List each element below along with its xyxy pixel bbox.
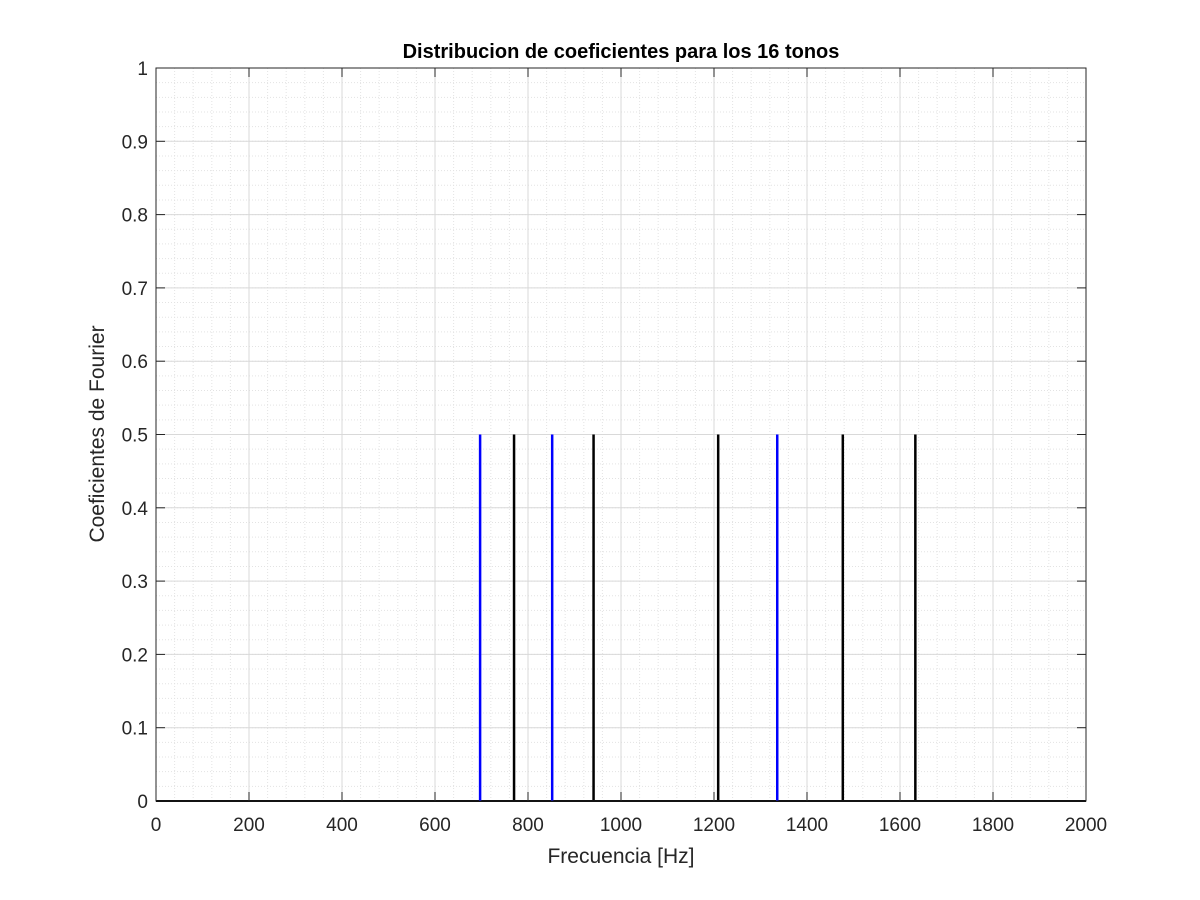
y-tick-label: 0.5	[122, 426, 148, 447]
x-tick-label: 400	[326, 815, 358, 836]
chart-title: Distribucion de coeficientes para los 16…	[403, 41, 840, 63]
y-tick-label: 0.2	[122, 645, 148, 666]
x-tick-label: 1600	[879, 815, 921, 836]
y-tick-label: 0.3	[122, 572, 148, 593]
x-tick-label: 1800	[972, 815, 1014, 836]
y-tick-label: 0.7	[122, 279, 148, 300]
y-tick-label: 0.4	[122, 499, 149, 520]
y-tick-label: 1	[137, 59, 148, 80]
x-tick-labels: 0 200 400 600 800 1000 1200 1400 1600 1800 2000	[151, 815, 1107, 836]
y-tick-label: 0.8	[122, 206, 148, 227]
x-axis-label: Frecuencia [Hz]	[547, 845, 694, 868]
x-tick-label: 200	[233, 815, 265, 836]
y-tick-label: 0.1	[122, 719, 148, 740]
y-axis-label: Coeficientes de Fourier	[86, 325, 109, 542]
x-tick-label: 2000	[1065, 815, 1107, 836]
x-tick-label: 800	[512, 815, 544, 836]
x-tick-label: 1000	[600, 815, 642, 836]
y-tick-label: 0	[137, 792, 148, 813]
y-tick-labels: 0 0.1 0.2 0.3 0.4 0.5 0.6 0.7 0.8 0.9 1	[122, 59, 149, 813]
x-tick-label: 600	[419, 815, 451, 836]
x-tick-label: 1200	[693, 815, 735, 836]
y-tick-label: 0.9	[122, 132, 148, 153]
x-tick-label: 0	[151, 815, 162, 836]
tick-marks	[155, 67, 1087, 802]
y-tick-label: 0.6	[122, 352, 148, 373]
x-tick-label: 1400	[786, 815, 828, 836]
